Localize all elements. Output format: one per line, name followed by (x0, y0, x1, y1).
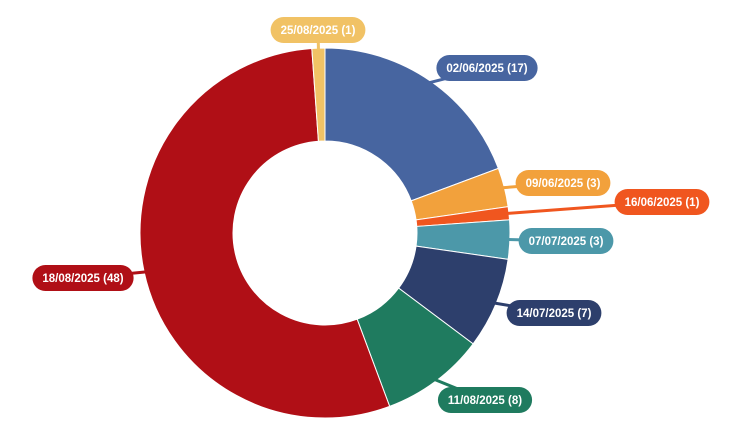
slices (139, 47, 511, 419)
data-label: 09/06/2025 (3) (526, 178, 601, 190)
label-pill (515, 170, 611, 196)
donut-slice (324, 47, 499, 202)
data-label: 07/07/2025 (3) (529, 236, 604, 248)
data-label: 11/08/2025 (8) (448, 395, 522, 407)
donut-slice (311, 47, 326, 142)
label-pill (437, 387, 533, 413)
data-label: 02/06/2025 (17) (446, 63, 527, 75)
labels: 02/06/2025 (17) 09/06/2025 (3) 16/06/2025 … (32, 17, 710, 413)
label-pill (614, 189, 710, 215)
label-pill (32, 265, 134, 291)
label-pill (518, 228, 614, 254)
label-pill (270, 17, 366, 43)
data-label: 14/07/2025 (7) (517, 308, 592, 320)
data-label: 16/06/2025 (1) (625, 197, 700, 209)
label-pill (506, 300, 602, 326)
label-pill (436, 55, 538, 81)
data-label: 18/08/2025 (48) (42, 273, 123, 285)
donut-slice (139, 47, 391, 419)
data-label: 25/08/2025 (1) (281, 25, 356, 37)
